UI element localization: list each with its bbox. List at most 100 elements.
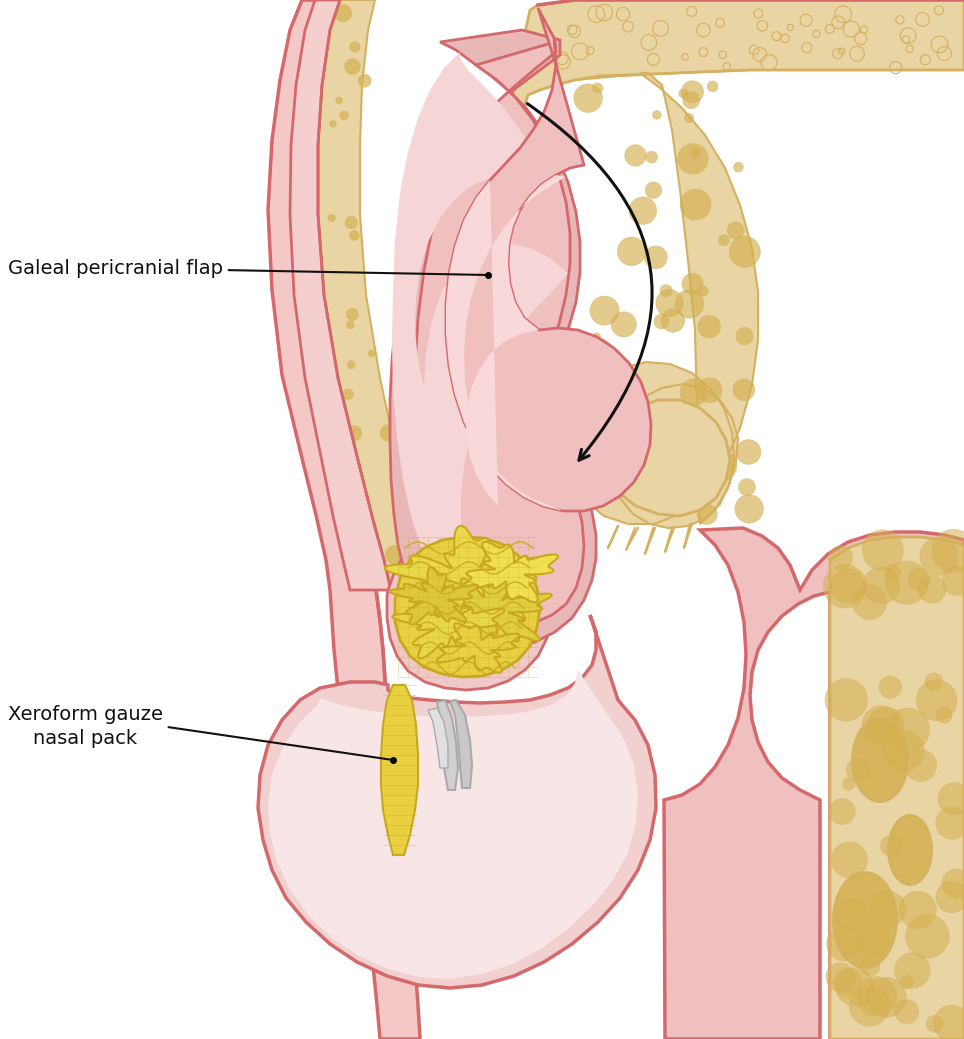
Polygon shape (428, 564, 551, 656)
Circle shape (899, 891, 936, 929)
Circle shape (681, 379, 708, 406)
Circle shape (343, 389, 354, 399)
Circle shape (698, 316, 720, 338)
Circle shape (660, 285, 672, 297)
Text: nasal pack: nasal pack (8, 728, 137, 747)
Circle shape (936, 708, 952, 723)
Circle shape (590, 296, 619, 325)
Circle shape (707, 451, 736, 481)
Circle shape (826, 963, 855, 991)
Polygon shape (596, 400, 730, 516)
Circle shape (678, 143, 709, 175)
Circle shape (867, 978, 906, 1017)
Polygon shape (830, 537, 964, 1039)
Circle shape (625, 144, 646, 166)
Circle shape (942, 566, 964, 595)
Polygon shape (258, 615, 656, 988)
Circle shape (656, 290, 683, 317)
Circle shape (870, 891, 906, 927)
Circle shape (829, 798, 855, 825)
Polygon shape (389, 567, 478, 624)
Circle shape (665, 416, 678, 429)
Text: Galeal pericranial flap: Galeal pericranial flap (8, 259, 485, 277)
Circle shape (938, 782, 964, 815)
Circle shape (697, 378, 722, 402)
Circle shape (887, 709, 929, 751)
Polygon shape (450, 700, 472, 788)
Circle shape (645, 246, 667, 269)
Circle shape (645, 182, 661, 198)
Circle shape (653, 110, 661, 119)
Circle shape (926, 1015, 943, 1032)
Circle shape (698, 286, 709, 296)
Circle shape (849, 986, 890, 1027)
Circle shape (690, 148, 700, 157)
Circle shape (654, 314, 669, 329)
Circle shape (682, 81, 704, 103)
Circle shape (347, 361, 355, 369)
Polygon shape (387, 527, 551, 690)
Circle shape (675, 290, 704, 318)
Circle shape (340, 111, 348, 119)
Polygon shape (392, 586, 504, 659)
Circle shape (347, 426, 362, 441)
Circle shape (629, 427, 644, 442)
Circle shape (880, 835, 901, 856)
Circle shape (592, 332, 601, 342)
Circle shape (837, 899, 869, 930)
Circle shape (729, 236, 761, 267)
Polygon shape (446, 175, 566, 511)
Circle shape (684, 113, 694, 123)
Circle shape (680, 189, 711, 220)
Circle shape (335, 97, 342, 104)
Circle shape (736, 327, 753, 345)
Circle shape (861, 957, 880, 976)
Polygon shape (268, 0, 420, 1039)
Polygon shape (446, 8, 651, 511)
Circle shape (862, 705, 900, 744)
Circle shape (346, 309, 359, 320)
Ellipse shape (833, 872, 897, 968)
Circle shape (856, 923, 890, 957)
Circle shape (868, 707, 904, 744)
Circle shape (900, 976, 914, 989)
Circle shape (661, 309, 684, 332)
Ellipse shape (852, 718, 908, 802)
Circle shape (611, 312, 636, 337)
Circle shape (828, 545, 852, 569)
Circle shape (736, 439, 761, 464)
Circle shape (574, 484, 592, 502)
Circle shape (885, 561, 928, 605)
Circle shape (908, 568, 930, 590)
Circle shape (617, 237, 646, 266)
Polygon shape (664, 528, 964, 1039)
Circle shape (349, 231, 360, 240)
Circle shape (823, 564, 867, 608)
Circle shape (920, 537, 958, 576)
Circle shape (679, 89, 688, 98)
Polygon shape (462, 541, 558, 603)
Circle shape (330, 121, 336, 127)
Polygon shape (415, 42, 584, 624)
Circle shape (350, 42, 360, 52)
Circle shape (879, 676, 901, 698)
Polygon shape (381, 685, 418, 855)
Polygon shape (437, 700, 458, 790)
Circle shape (682, 273, 703, 294)
Circle shape (905, 914, 950, 958)
Circle shape (843, 778, 855, 790)
Circle shape (335, 4, 352, 22)
Circle shape (593, 83, 602, 94)
Circle shape (895, 1000, 919, 1023)
Circle shape (735, 495, 763, 523)
Circle shape (883, 730, 924, 771)
Polygon shape (392, 52, 568, 618)
Text: Xeroform gauze: Xeroform gauze (8, 705, 390, 760)
Circle shape (683, 91, 700, 109)
Circle shape (942, 869, 964, 898)
Circle shape (734, 162, 743, 172)
Circle shape (936, 807, 964, 840)
Circle shape (919, 576, 946, 604)
Circle shape (708, 81, 718, 91)
Circle shape (917, 680, 957, 721)
